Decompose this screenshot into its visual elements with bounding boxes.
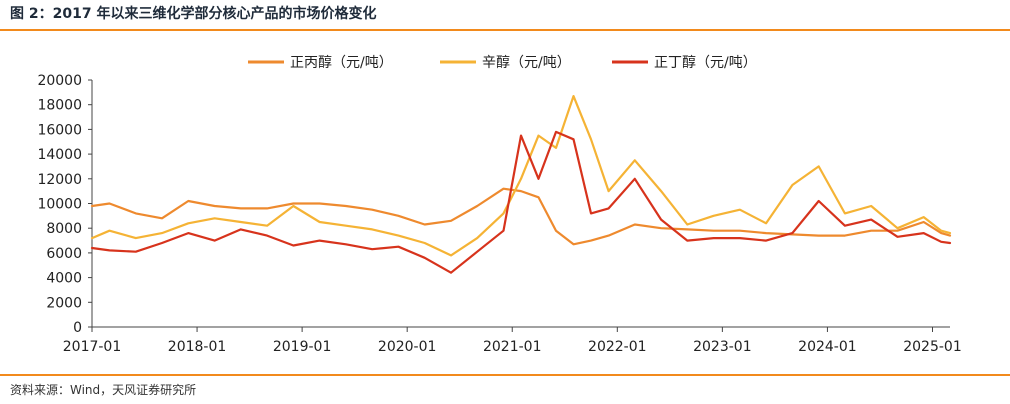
source-note: 资料来源：Wind，天风证券研究所 [10,383,197,397]
x-tick-label: 2019-01 [273,339,332,355]
y-tick-label: 20000 [37,73,82,89]
bottom-rule [0,374,1010,376]
x-tick-label: 2017-01 [63,339,122,355]
y-tick-label: 0 [73,320,82,336]
legend-label: 正丙醇（元/吨） [290,54,393,71]
y-tick-label: 2000 [46,295,82,311]
y-tick-label: 12000 [37,172,82,188]
y-tick-label: 18000 [37,98,82,114]
y-tick-label: 10000 [37,197,82,213]
y-tick-label: 6000 [46,246,82,262]
series-layer [90,95,952,274]
x-tick-label: 2022-01 [588,339,647,355]
figure-title: 图 2：2017 年以来三维化学部分核心产品的市场价格变化 [10,6,377,22]
legend: 正丙醇（元/吨） 辛醇（元/吨） 正丁醇（元/吨） [248,54,757,71]
y-tick-label: 14000 [37,147,82,163]
y-tick-label: 8000 [46,221,82,237]
axes: 0 2000 4000 6000 8000 10000 12000 14000 16000 180… [37,73,961,355]
y-tick-label: 4000 [46,271,82,287]
legend-label: 正丁醇（元/吨） [654,54,757,71]
x-tick-label: 2025-01 [903,339,962,355]
series-line-1 [90,187,952,246]
price-line-chart: 正丙醇（元/吨） 辛醇（元/吨） 正丁醇（元/吨） 0 2000 4000 6000 800… [37,54,961,355]
x-tick-label: 2023-01 [693,339,752,355]
series-line-2 [90,95,952,257]
series-line-3 [90,130,952,274]
x-tick-label: 2018-01 [168,339,227,355]
legend-label: 辛醇（元/吨） [482,54,571,71]
x-tick-label: 2020-01 [378,339,437,355]
top-rule [0,29,1010,31]
x-tick-label: 2024-01 [798,339,857,355]
y-tick-label: 16000 [37,122,82,138]
x-tick-label: 2021-01 [483,339,542,355]
